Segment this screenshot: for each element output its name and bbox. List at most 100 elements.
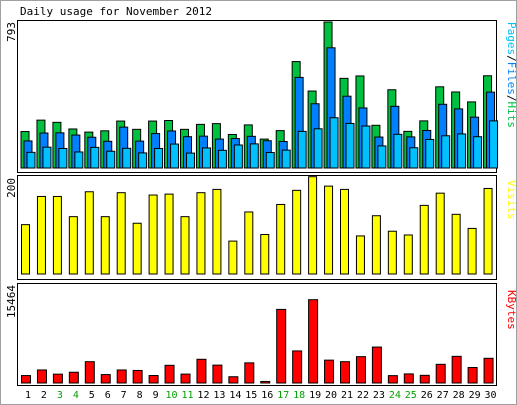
panel-kbytes: 15464 KBytes bbox=[5, 283, 517, 386]
bar-pages-day-28 bbox=[457, 133, 467, 169]
bar-visits-day-1 bbox=[21, 224, 30, 275]
bar-pages-day-4 bbox=[74, 151, 84, 169]
x-label-day-2: 2 bbox=[41, 390, 47, 401]
visits-legend: Visits bbox=[505, 180, 517, 220]
bar-kbytes-day-25 bbox=[403, 373, 414, 384]
panel-kbytes-frame bbox=[17, 283, 497, 386]
bar-kbytes-day-19 bbox=[308, 299, 319, 384]
bar-visits-day-6 bbox=[100, 216, 110, 275]
x-label-day-24: 24 bbox=[389, 390, 401, 401]
usage-legend-part-3: / bbox=[505, 95, 517, 102]
visits-legend-part-0: Visits bbox=[505, 180, 517, 220]
x-label-day-14: 14 bbox=[229, 390, 241, 401]
x-label-day-3: 3 bbox=[57, 390, 63, 401]
bar-visits-day-10 bbox=[164, 193, 174, 275]
bar-kbytes-day-13 bbox=[212, 364, 223, 384]
bar-kbytes-day-5 bbox=[84, 361, 95, 384]
usage-bars bbox=[20, 21, 499, 169]
bar-kbytes-day-28 bbox=[451, 355, 462, 384]
bar-visits-day-24 bbox=[387, 230, 397, 275]
chart-title: Daily usage for November 2012 bbox=[20, 5, 212, 18]
bar-visits-day-11 bbox=[180, 216, 190, 275]
bar-pages-day-25 bbox=[409, 147, 419, 169]
x-label-day-8: 8 bbox=[137, 390, 143, 401]
x-label-day-10: 10 bbox=[166, 390, 178, 401]
bar-visits-day-30 bbox=[483, 187, 493, 275]
x-label-day-5: 5 bbox=[89, 390, 95, 401]
bar-kbytes-day-30 bbox=[483, 357, 494, 384]
bar-visits-day-27 bbox=[435, 192, 445, 275]
bar-visits-day-21 bbox=[340, 188, 349, 275]
x-label-day-4: 4 bbox=[73, 390, 79, 401]
usage-legend: Pages/Files/Hits bbox=[505, 22, 517, 128]
bar-visits-day-8 bbox=[132, 222, 142, 275]
bar-kbytes-day-23 bbox=[371, 346, 382, 384]
panel-visits-frame bbox=[17, 175, 497, 280]
bar-visits-day-29 bbox=[467, 227, 477, 275]
bar-pages-day-29 bbox=[473, 136, 483, 169]
bar-pages-day-1 bbox=[26, 151, 36, 169]
usage-legend-part-1: / bbox=[505, 55, 517, 62]
bar-pages-day-8 bbox=[138, 152, 148, 169]
bar-pages-day-23 bbox=[377, 145, 387, 169]
bar-kbytes-day-17 bbox=[276, 308, 287, 384]
bar-visits-day-23 bbox=[371, 215, 381, 275]
bar-pages-day-24 bbox=[393, 133, 403, 169]
bar-pages-day-13 bbox=[217, 149, 227, 169]
bar-pages-day-12 bbox=[201, 147, 211, 169]
kbytes-bars bbox=[21, 299, 494, 384]
bar-visits-day-14 bbox=[228, 240, 238, 275]
kbytes-legend-part-0: KBytes bbox=[505, 290, 517, 330]
panel-visits: 200 Visits bbox=[5, 175, 517, 280]
visits-bars bbox=[21, 176, 493, 275]
bar-pages-day-14 bbox=[233, 144, 243, 169]
bar-visits-day-3 bbox=[52, 195, 62, 275]
x-label-day-23: 23 bbox=[373, 390, 385, 401]
x-label-day-17: 17 bbox=[277, 390, 289, 401]
bar-pages-day-16 bbox=[265, 152, 275, 169]
usage-legend-part-4: Hits bbox=[505, 102, 517, 129]
bar-kbytes-day-14 bbox=[228, 376, 239, 384]
usage-legend-part-2: Files bbox=[505, 62, 517, 95]
usage-ymax-label: 793 bbox=[5, 22, 18, 42]
x-label-day-27: 27 bbox=[437, 390, 449, 401]
bar-pages-day-7 bbox=[122, 147, 132, 169]
x-label-day-15: 15 bbox=[245, 390, 257, 401]
x-label-day-19: 19 bbox=[309, 390, 321, 401]
x-label-day-21: 21 bbox=[341, 390, 353, 401]
bar-visits-day-13 bbox=[212, 188, 222, 275]
bar-visits-day-19 bbox=[308, 176, 318, 275]
x-label-day-20: 20 bbox=[325, 390, 337, 401]
x-axis-labels: 1 2 3 4 5 6 7 8 9 10 11 12 13 14 15 16 17 18 19 20 21 22 23 24 2… bbox=[25, 390, 497, 401]
bar-visits-day-25 bbox=[403, 234, 413, 275]
bar-pages-day-9 bbox=[154, 147, 164, 169]
bar-pages-day-15 bbox=[249, 143, 259, 169]
bar-visits-day-16 bbox=[260, 234, 270, 275]
x-label-day-12: 12 bbox=[197, 390, 209, 401]
bar-visits-day-12 bbox=[196, 192, 206, 275]
x-label-day-26: 26 bbox=[421, 390, 433, 401]
x-label-day-28: 28 bbox=[453, 390, 465, 401]
x-label-day-11: 11 bbox=[181, 390, 193, 401]
bar-visits-day-15 bbox=[244, 211, 254, 275]
bar-visits-day-7 bbox=[116, 192, 126, 275]
x-label-day-29: 29 bbox=[469, 390, 481, 401]
bar-pages-day-3 bbox=[58, 147, 68, 169]
bar-kbytes-day-12 bbox=[196, 358, 207, 384]
bar-kbytes-day-20 bbox=[324, 359, 335, 384]
bar-pages-day-30 bbox=[489, 120, 499, 169]
bar-kbytes-day-3 bbox=[52, 373, 63, 384]
bar-pages-day-19 bbox=[313, 128, 323, 169]
bar-kbytes-day-7 bbox=[116, 369, 127, 384]
bar-visits-day-9 bbox=[148, 194, 158, 275]
x-label-day-6: 6 bbox=[105, 390, 111, 401]
bar-kbytes-day-26 bbox=[419, 374, 430, 384]
bar-kbytes-day-27 bbox=[435, 363, 446, 384]
visits-ymax-label: 200 bbox=[5, 178, 18, 198]
bar-kbytes-day-9 bbox=[148, 375, 159, 384]
x-label-day-18: 18 bbox=[293, 390, 305, 401]
x-label-day-7: 7 bbox=[121, 390, 127, 401]
bar-visits-day-2 bbox=[36, 195, 46, 275]
x-label-day-13: 13 bbox=[213, 390, 225, 401]
bar-pages-day-27 bbox=[441, 135, 451, 169]
